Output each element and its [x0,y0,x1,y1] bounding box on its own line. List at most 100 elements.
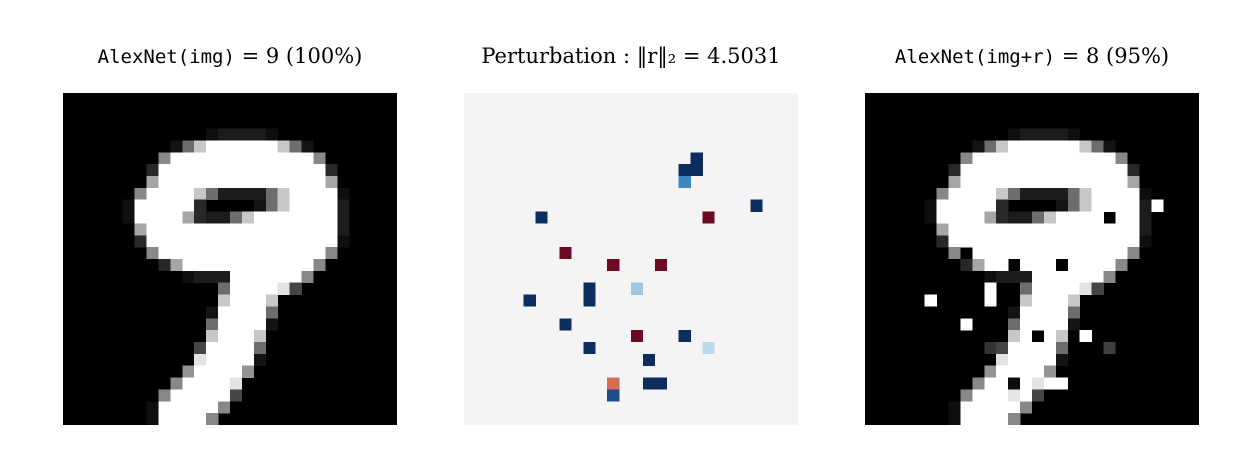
digit-pixel [134,223,147,236]
digit-pixel [253,318,267,331]
digit-pixel [218,187,231,200]
digit-pixel [1115,247,1128,260]
digit-pixel [218,259,231,272]
digit-pixel [218,211,231,224]
digit-pixel [301,164,314,177]
digit-pixel [313,176,326,189]
adversarial-image [865,93,1199,425]
digit-pixel [325,247,338,260]
perturbation-pixel [559,247,572,260]
digit-pixel [1127,223,1140,236]
digit-pixel [218,365,231,378]
digit-pixel [301,140,314,153]
digit-pixel [241,164,255,177]
digit-pixel [1127,211,1140,224]
digit-pixel [289,223,302,236]
digit-pixel [206,377,219,390]
digit-pixel [265,211,278,224]
digit-pixel [337,235,350,248]
digit-pixel [984,294,997,307]
digit-pixel [313,211,326,224]
digit-pixel [170,176,183,189]
digit-pixel [313,223,326,236]
digit-pixel [996,377,1009,390]
digit-pixel [1020,377,1033,390]
digit-pixel [230,342,243,355]
digit-pixel [194,199,207,212]
digit-pixel [996,187,1009,200]
digit-pixel [206,187,219,200]
digit-pixel [158,211,171,224]
digit-pixel [1055,152,1069,165]
digit-pixel [265,128,278,141]
digit-pixel [960,413,973,425]
digit-pixel [158,401,171,414]
digit-pixel [1043,282,1057,295]
digit-pixel [230,223,243,236]
digit-pixel [301,270,314,283]
digit-pixel [972,413,985,425]
digit-pixel [182,259,195,272]
panel-title-adversarial: AlexNet(img+r) = 8 (95%) [825,44,1239,68]
digit-pixel [206,389,219,402]
digit-pixel [972,401,985,414]
digit-pixel [1067,140,1080,153]
digit-pixel [996,259,1009,272]
digit-pixel [218,152,231,165]
digit-pixel [1032,389,1045,402]
digit-pixel [194,413,207,425]
digit-pixel [996,152,1009,165]
digit-pixel [230,247,243,260]
digit-pixel [206,413,219,425]
digit-pixel [218,235,231,248]
digit-pixel [1020,152,1033,165]
digit-pixel [1091,270,1104,283]
digit-pixel [253,128,267,141]
digit-pixel [170,187,183,200]
digit-pixel [277,282,290,295]
digit-pixel [1055,282,1069,295]
digit-pixel [1043,318,1057,331]
digit-pixel [182,140,195,153]
digit-pixel [972,223,985,236]
perturbation-norm: ‖r‖₂ = 4.5031 [636,44,781,68]
digit-pixel [194,377,207,390]
digit-pixel [1067,164,1080,177]
digit-pixel [230,377,243,390]
digit-pixel [984,152,997,165]
digit-pixel [1020,164,1033,177]
digit-pixel [1091,223,1104,236]
digit-pixel [337,199,350,212]
digit-pixel [960,401,973,414]
digit-pixel [206,235,219,248]
digit-pixel [1043,235,1057,248]
digit-pixel [1091,140,1104,153]
digit-pixel [265,259,278,272]
digit-pixel [1127,176,1140,189]
digit-pixel [1020,282,1033,295]
digit-pixel [1020,342,1033,355]
digit-pixel [1067,223,1080,236]
digit-pixel [1020,235,1033,248]
perturbation-pixel [642,353,656,366]
digit-pixel [996,247,1009,260]
digit-pixel [206,247,219,260]
digit-pixel [1020,223,1033,236]
digit-pixel [1055,318,1069,331]
digit-pixel [960,223,973,236]
digit-pixel [170,389,183,402]
digit-pixel [1103,247,1116,260]
digit-pixel [1043,128,1057,141]
digit-pixel [1043,187,1057,200]
digit-pixel [241,306,255,319]
digit-pixel [182,176,195,189]
digit-pixel [241,187,255,200]
digit-pixel [230,389,243,402]
digit-pixel [960,152,973,165]
digit-pixel [230,306,243,319]
digit-pixel [996,353,1009,366]
digit-pixel [1127,164,1140,177]
digit-pixel [253,259,267,272]
digit-pixel [1055,353,1069,366]
digit-pixel [1032,342,1045,355]
